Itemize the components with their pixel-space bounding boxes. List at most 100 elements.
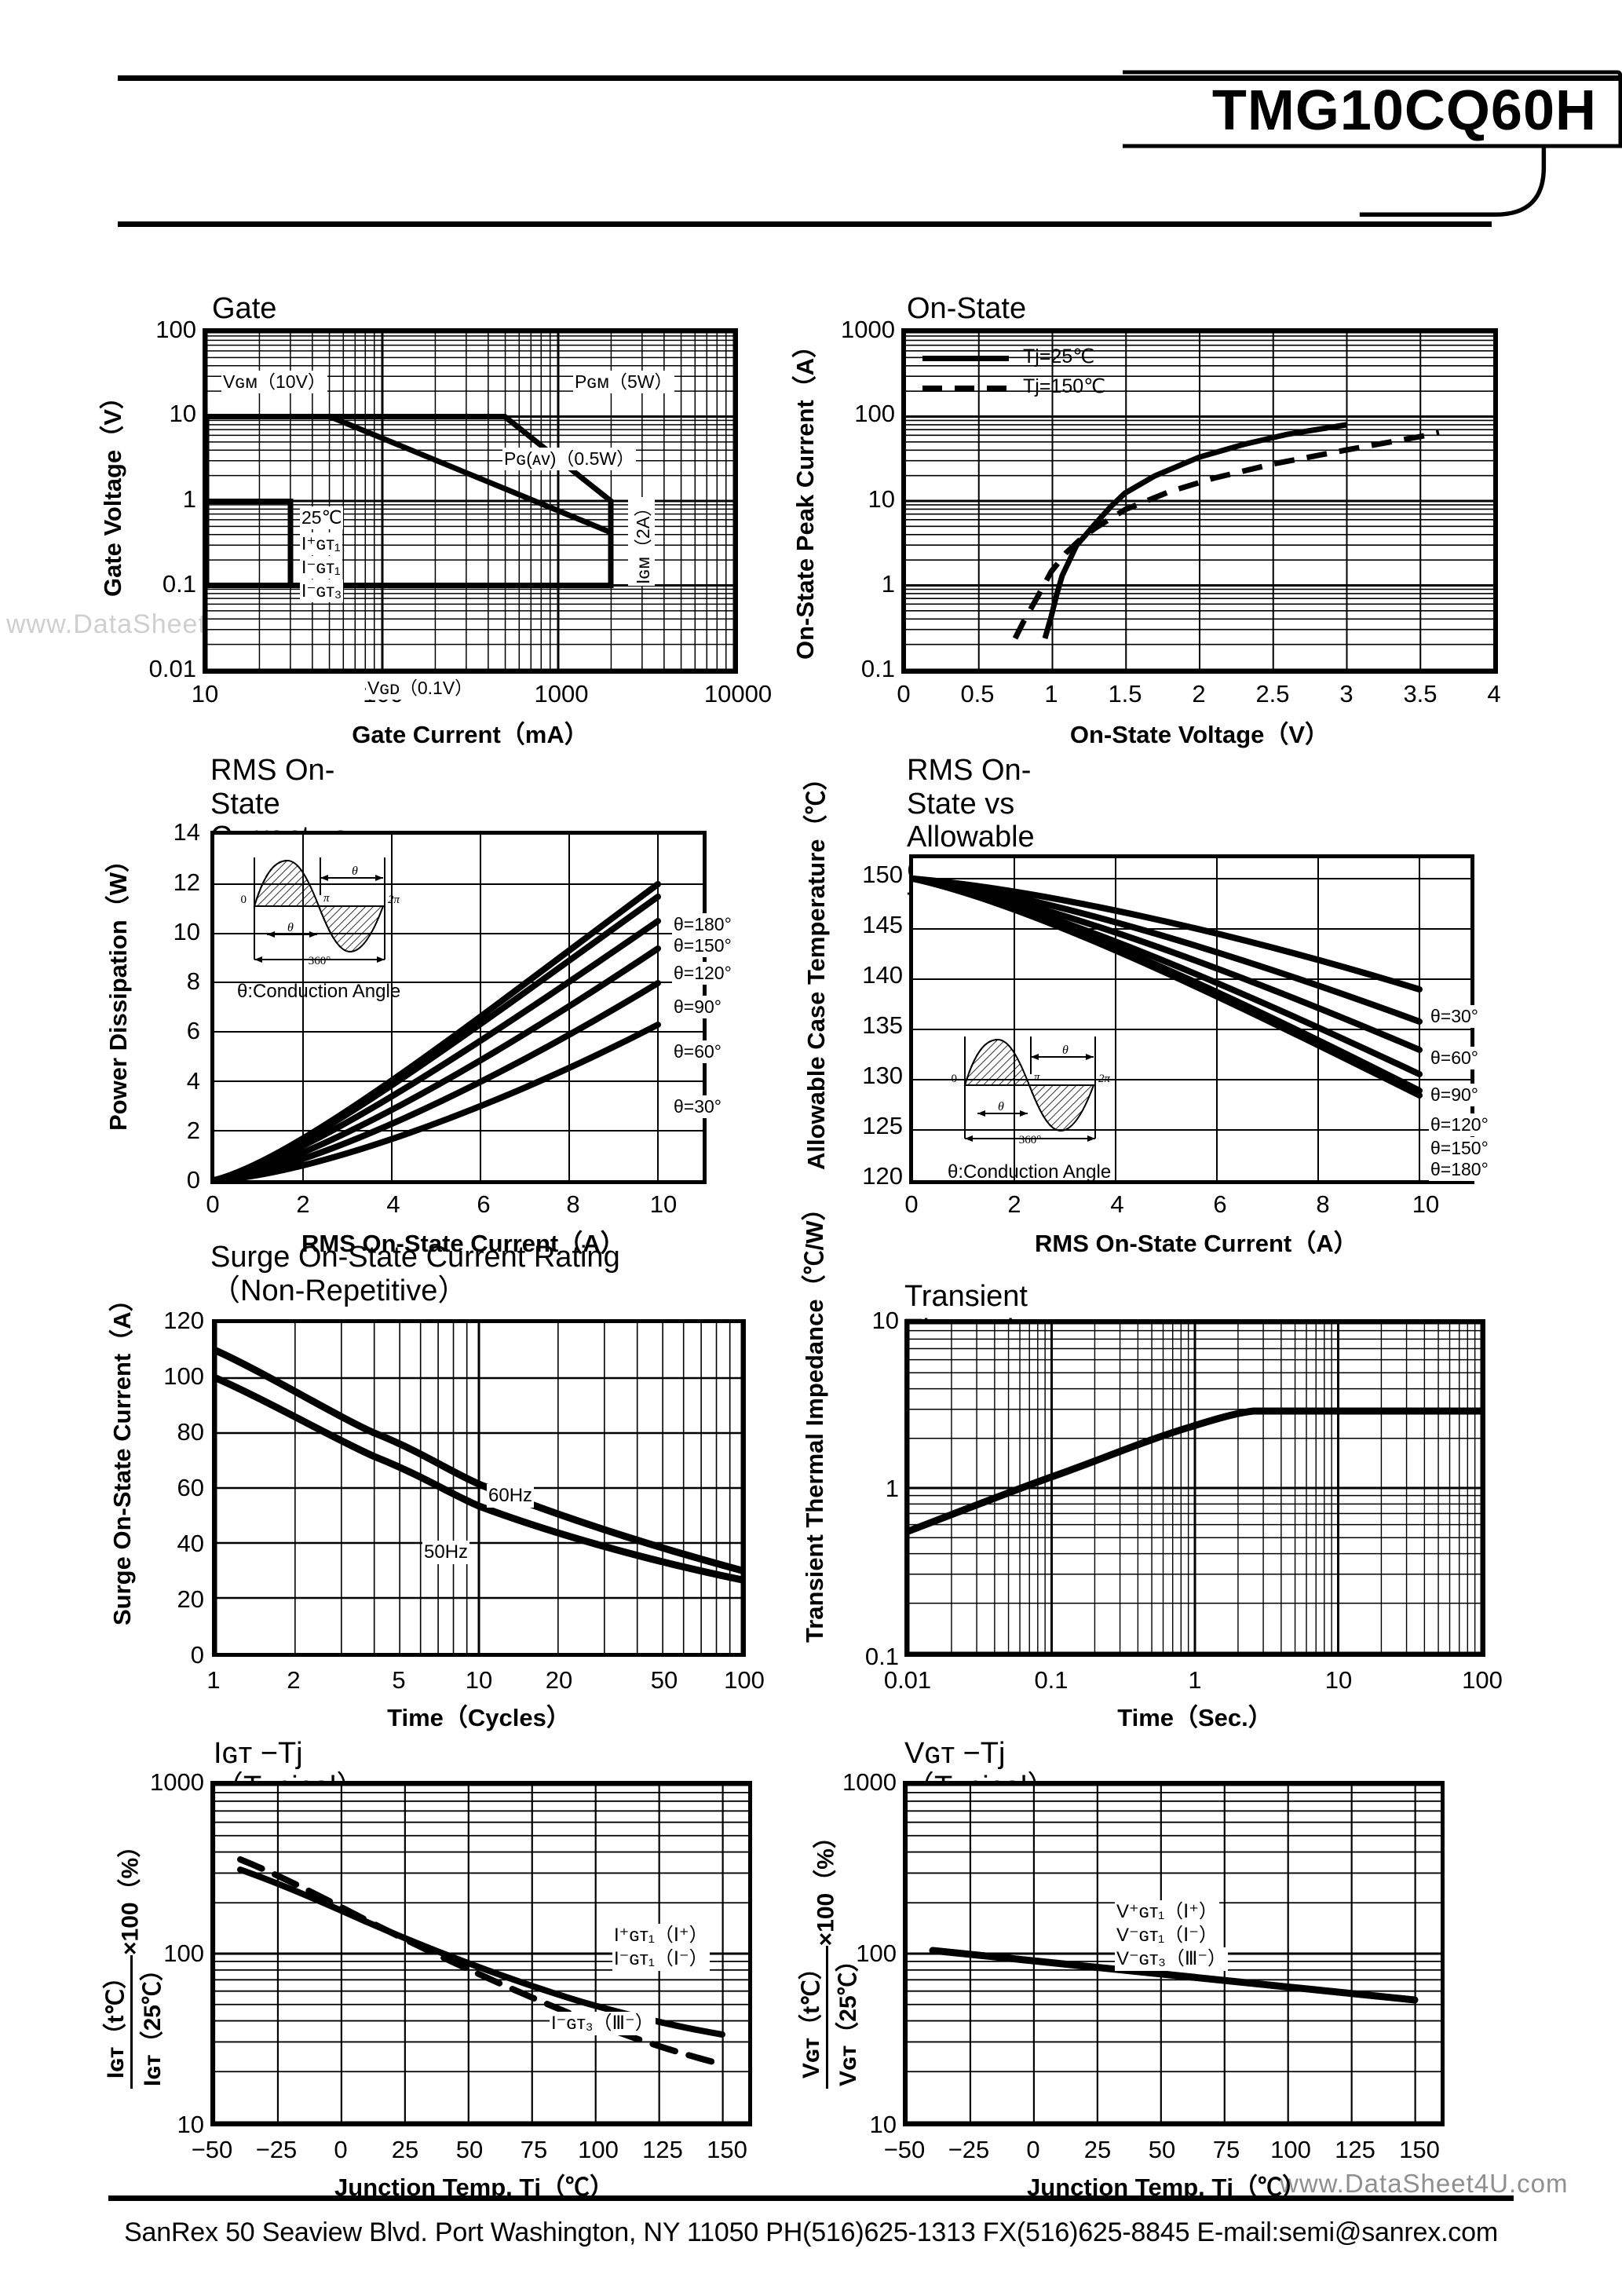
x-tick: 2.5: [1255, 680, 1290, 707]
y-tick: 0: [186, 1166, 200, 1194]
curve-label: θ=90°: [672, 996, 724, 1018]
x-tick: 2: [1192, 680, 1206, 707]
page-title: TMG10CQ60H: [1211, 79, 1597, 142]
curve-label: θ=90°: [1429, 1084, 1481, 1106]
x-tick: −50: [191, 2136, 233, 2163]
y-tick: 40: [177, 1530, 204, 1557]
inset-caption: θ:Conduction Angle: [948, 1161, 1112, 1183]
y-tick: 1000: [150, 1768, 204, 1796]
x-tick: 50: [650, 1666, 678, 1694]
y-tick: 0.01: [148, 655, 196, 682]
x-axis-label: Time（Cycles）: [387, 1704, 571, 1731]
x-tick: 5: [392, 1666, 406, 1694]
y-tick: 0: [190, 1641, 204, 1669]
x-tick: 0.1: [1034, 1666, 1069, 1694]
y-tick: 6: [186, 1017, 200, 1044]
x-tick: 1: [206, 1666, 221, 1694]
svg-text:θ: θ: [1062, 1044, 1069, 1057]
x-axis-label: Gate Current（mA）: [352, 721, 589, 748]
curve-label: θ=150°: [672, 934, 733, 957]
y-tick: 10: [868, 485, 895, 513]
x-tick: 4: [1110, 1190, 1124, 1218]
y-tick: 20: [177, 1585, 204, 1613]
x-tick: 2: [287, 1666, 301, 1694]
y-axis-denominator: Vɢᴛ（25℃）: [835, 1948, 861, 2086]
y-tick: 10: [173, 918, 200, 945]
curve-label-50hz: 50Hz: [422, 1541, 470, 1564]
x-tick: 4: [1487, 680, 1501, 707]
y-axis-label: On-State Peak Current（A）: [791, 333, 819, 660]
annotation-igt3-negative: I⁻ɢᴛ₃: [300, 579, 344, 602]
svg-text:π: π: [1034, 1071, 1040, 1084]
y-tick: 10: [177, 2111, 204, 2138]
annotation-pgav: Pɢ(ᴀᴠ)（0.5W）: [502, 448, 637, 470]
y-axis-label: Allowable Case Temperature（℃）: [802, 766, 830, 1170]
y-axis-label: Power Dissipation（W）: [104, 848, 132, 1131]
y-tick: 0.1: [860, 655, 895, 682]
y-tick: 4: [186, 1067, 200, 1095]
legend-label: Tj=25℃: [1023, 345, 1095, 367]
x-tick: 25: [391, 2136, 419, 2163]
y-axis-denominator: Iɢᴛ（25℃）: [140, 1958, 166, 2086]
y-tick: 1: [182, 485, 196, 513]
y-tick: 0.1: [162, 570, 196, 598]
x-tick: 25: [1083, 2136, 1112, 2163]
y-tick: 130: [862, 1062, 903, 1089]
x-tick: 8: [1316, 1190, 1330, 1218]
x-tick: 0.01: [883, 1666, 932, 1694]
curve-label: V⁻ɢᴛ₃（Ⅲ⁻）: [1115, 1947, 1229, 1971]
curve-label: θ=30°: [1429, 1005, 1481, 1028]
x-axis-label: On-State Voltage（V）: [1069, 721, 1330, 748]
x-tick: 0: [904, 1190, 919, 1218]
y-axis-fraction: Iɢᴛ（t℃） Iɢᴛ（25℃）: [96, 1955, 167, 2089]
y-tick: 100: [856, 1940, 897, 1967]
x-axis-label: RMS On-State Current（A）: [301, 1230, 625, 1257]
curve-label-60hz: 60Hz: [487, 1484, 535, 1508]
y-tick: 12: [173, 868, 200, 896]
curve-label: θ=150°: [1429, 1137, 1490, 1160]
y-axis-label: Vɢᴛ（t℃） Vɢᴛ（25℃） ×100（%）: [791, 1825, 863, 2089]
x-tick: 0: [206, 1190, 220, 1218]
y-axis-multiplier: ×100（%）: [813, 1825, 839, 1947]
y-tick: 150: [862, 861, 903, 888]
curve-label: θ=60°: [672, 1040, 724, 1063]
curve-label: I⁻ɢᴛ₁（Ⅰ⁻）: [612, 1947, 710, 1971]
y-axis-fraction: Vɢᴛ（t℃） Vɢᴛ（25℃）: [791, 1946, 863, 2089]
x-tick: −25: [948, 2136, 990, 2163]
x-tick: 4: [386, 1190, 400, 1218]
footer-address: SanRex 50 Seaview Blvd. Port Washington,…: [124, 2217, 1498, 2247]
y-tick: 60: [177, 1474, 204, 1501]
watermark-bottom-right: www.DataSheet4U.com: [1280, 2169, 1569, 2198]
annotation-igt1-negative: I⁻ɢᴛ₁: [300, 556, 342, 579]
x-axis-label: Time（Sec.）: [1117, 1704, 1273, 1731]
y-axis-label: Iɢᴛ（t℃） Iɢᴛ（25℃） ×100（%）: [96, 1834, 167, 2089]
footer-rule: [108, 2195, 1514, 2201]
x-tick: 100: [724, 1666, 765, 1694]
curve-label: θ=120°: [672, 962, 733, 985]
x-tick: 20: [545, 1666, 573, 1694]
curve-label: I⁺ɢᴛ₁（Ⅰ⁺）: [612, 1924, 710, 1947]
curve-label: V⁺ɢᴛ₁（Ⅰ⁺）: [1115, 1900, 1219, 1924]
header-rule-top: [118, 75, 1622, 81]
y-tick: 100: [854, 400, 895, 427]
x-tick: 2: [296, 1190, 310, 1218]
x-tick: 50: [1148, 2136, 1176, 2163]
plot-area: [901, 328, 1498, 674]
y-tick: 100: [155, 316, 196, 343]
y-tick: 135: [862, 1011, 903, 1039]
x-tick: 10000: [703, 680, 773, 707]
svg-text:θ: θ: [352, 865, 358, 878]
x-tick: 6: [1213, 1190, 1227, 1218]
x-tick: 150: [707, 2136, 747, 2163]
y-axis-numerator: Iɢᴛ（t℃）: [96, 1955, 133, 2089]
inset-conduction-angle-waveform: 0 π 2π θ θ 360°: [952, 1036, 1111, 1146]
x-tick: 0.5: [960, 680, 995, 707]
annotation-vgm: Vɢᴍ（10V）: [221, 371, 327, 393]
y-tick: 100: [163, 1362, 204, 1390]
x-tick: 75: [1212, 2136, 1240, 2163]
x-tick: 3.5: [1403, 680, 1438, 707]
x-tick: 1: [1044, 680, 1058, 707]
x-tick: 10: [649, 1190, 678, 1218]
y-tick: 1: [885, 1475, 899, 1502]
x-axis-label: RMS On-State Current（A）: [1035, 1230, 1358, 1257]
